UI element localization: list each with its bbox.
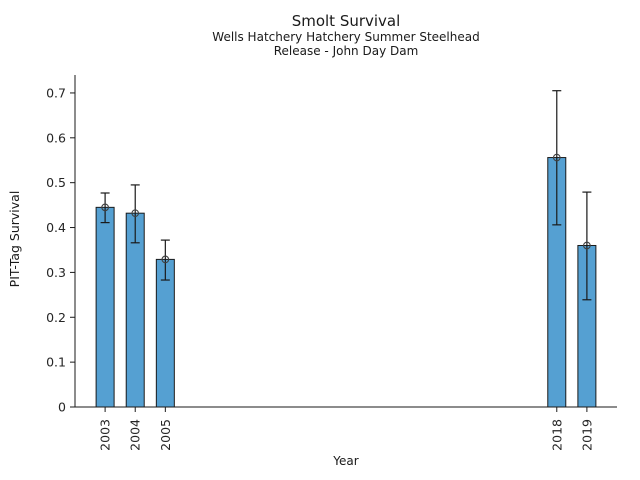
marker-2005 (161, 255, 170, 264)
y-tick-label: 0.6 (46, 130, 66, 145)
chart-subtitle-line2: Release - John Day Dam (273, 44, 419, 58)
bar-group-2018: 2018 (547, 90, 567, 451)
bar-group-2004: 2004 (125, 184, 145, 451)
y-tick-label: 0.5 (46, 175, 66, 190)
x-tick-label-2005: 2005 (158, 419, 173, 451)
x-tick-label-2018: 2018 (549, 419, 564, 451)
y-tick-label: 0 (58, 400, 66, 415)
bar-group-2005: 2005 (155, 239, 175, 451)
chart-subtitle-line1: Wells Hatchery Hatchery Summer Steelhead (212, 30, 480, 44)
marker-2018 (552, 153, 561, 162)
x-axis-label: Year (333, 454, 359, 468)
y-tick-label: 0.2 (46, 310, 66, 325)
y-tick-label: 0.7 (46, 85, 66, 100)
bar-2005 (155, 258, 175, 408)
chart-title: Smolt Survival (291, 12, 401, 30)
bar-group-2019: 2019 (577, 191, 597, 451)
y-tick-label: 0.1 (46, 355, 66, 370)
marker-2019 (583, 241, 591, 250)
marker-2004 (131, 209, 140, 218)
marker-2003 (101, 203, 109, 212)
bar-group-2003: 2003 (95, 192, 115, 451)
bar-2003 (95, 206, 115, 408)
y-tick-label: 0.4 (46, 220, 66, 235)
x-tick-label-2019: 2019 (579, 419, 594, 451)
x-tick-label-2003: 2003 (98, 419, 113, 451)
x-tick-label-2004: 2004 (128, 419, 143, 451)
y-tick-label: 0.3 (46, 265, 66, 280)
